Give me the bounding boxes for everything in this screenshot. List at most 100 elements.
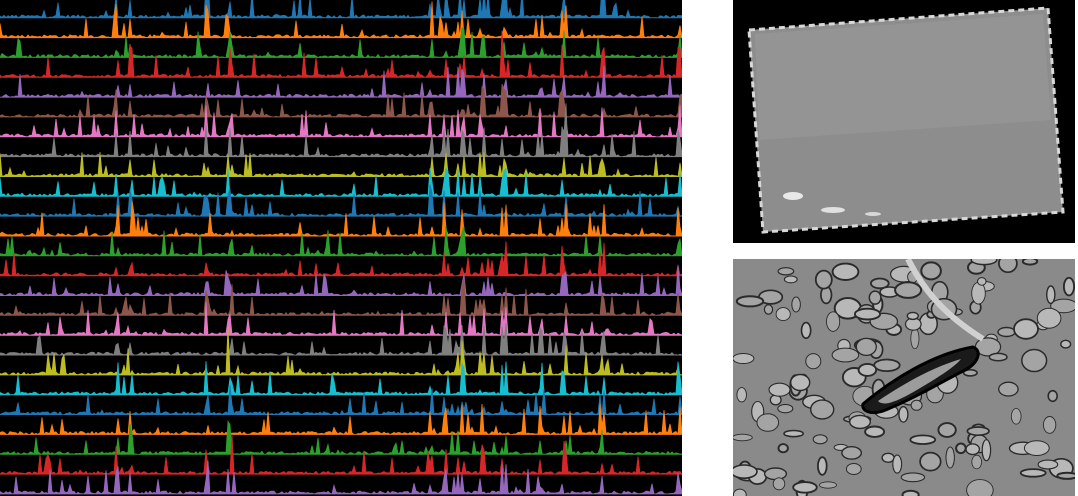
tissue-block-highlight <box>755 14 1051 140</box>
calcium-trace-row <box>0 152 682 178</box>
em-cell-profile <box>937 422 957 438</box>
em-cell-profile <box>981 439 992 462</box>
em-cell-profile <box>970 259 998 266</box>
calcium-trace-row <box>0 385 682 416</box>
calcium-trace-row <box>0 103 682 158</box>
em-cell-profile <box>1010 408 1022 425</box>
em-cell-profile <box>772 477 786 491</box>
em-cell-profile <box>1013 318 1039 340</box>
em-cell-profile <box>1019 468 1047 478</box>
em-cell-profile <box>805 353 822 370</box>
em-cell-profile <box>733 433 753 442</box>
calcium-trace-panel <box>0 0 682 496</box>
em-cell-profile <box>768 382 791 397</box>
em-cell-profile <box>826 311 841 332</box>
em-cell-profile <box>756 413 780 432</box>
calcium-trace-row <box>0 241 682 277</box>
em-cell-profile <box>800 321 812 340</box>
calcium-trace-row <box>0 301 682 337</box>
tissue-artifact <box>783 192 803 200</box>
em-cell-profile <box>1037 459 1059 470</box>
em-cell-profile <box>812 434 828 445</box>
calcium-trace-row <box>0 65 682 99</box>
em-cell-profile <box>977 277 987 286</box>
em-cell-profile <box>919 451 942 472</box>
tissue-block-image <box>733 0 1075 243</box>
em-cell-profile <box>1050 298 1075 314</box>
calcium-trace-row <box>0 434 682 475</box>
calcium-trace-row <box>0 460 682 495</box>
em-cell-profile <box>777 403 794 414</box>
em-cell-profile <box>898 406 909 423</box>
em-cell-profile <box>736 387 747 403</box>
em-cell-profile <box>988 352 1008 362</box>
tissue-edge <box>747 6 1065 234</box>
em-cell-profile <box>965 443 981 456</box>
em-cell-profile <box>998 381 1019 397</box>
em-cell-profile <box>1021 348 1048 373</box>
calcium-trace-row <box>0 30 682 79</box>
electron-micrograph-image <box>733 259 1075 496</box>
calcium-trace-row <box>0 0 682 19</box>
em-cell-profile <box>998 259 1018 274</box>
em-cell-profile <box>910 327 920 350</box>
em-cell-profile <box>845 463 862 475</box>
em-cell-profile <box>763 467 788 481</box>
em-cell-profile <box>814 269 833 290</box>
em-cell-profile <box>906 311 920 321</box>
em-cell-profile <box>817 456 828 476</box>
em-cell-profile <box>955 442 967 455</box>
em-cell-profile <box>1036 307 1062 329</box>
calcium-trace-row <box>0 322 682 357</box>
tissue-artifact <box>865 212 881 216</box>
calcium-trace-row <box>0 83 682 119</box>
em-cell-profile <box>873 358 901 373</box>
calcium-trace-row <box>0 361 682 396</box>
electron-micrograph-svg <box>733 259 1075 496</box>
em-cell-profile <box>777 443 789 454</box>
em-cell-profile <box>831 347 860 363</box>
tissue-artifact <box>821 207 845 213</box>
em-cell-profile <box>848 414 871 430</box>
em-cell-profile <box>910 399 923 411</box>
em-cell-profile <box>920 261 942 281</box>
em-cell-profile <box>763 304 774 315</box>
em-cell-profile <box>853 307 882 321</box>
em-cell-profile <box>777 267 795 276</box>
em-cell-profile <box>1021 259 1039 266</box>
em-cell-profile <box>945 446 955 469</box>
calcium-trace-row <box>0 225 682 258</box>
calcium-trace-row <box>0 403 682 436</box>
em-cell-profile <box>819 481 837 489</box>
em-cell-profile <box>783 429 805 438</box>
em-cell-profile <box>1047 389 1059 403</box>
em-cell-profile <box>775 307 791 322</box>
em-cell-profile <box>966 426 990 437</box>
em-cell-profile <box>997 326 1016 338</box>
em-cell-profile <box>894 281 923 299</box>
calcium-trace-row <box>0 167 682 198</box>
em-cell-profile <box>792 481 818 494</box>
em-cell-profile <box>783 275 798 284</box>
calcium-trace-row <box>0 104 682 138</box>
em-cell-profile <box>735 295 765 308</box>
em-cell-profile <box>971 281 986 305</box>
em-cell-profile <box>831 262 860 281</box>
em-cell-profile <box>900 472 926 483</box>
em-cell-profile <box>962 368 978 377</box>
em-cell-profile <box>791 296 801 313</box>
em-cell-profile <box>901 489 920 496</box>
blood-vessel-lumen <box>878 359 961 404</box>
em-cell-profile <box>857 362 878 377</box>
em-cell-profile <box>881 452 895 464</box>
em-cell-profile <box>864 425 886 438</box>
calcium-trace-row <box>0 1 682 39</box>
em-cell-profile <box>1045 285 1056 305</box>
em-cell-profile <box>1042 416 1057 434</box>
em-cell-profile <box>733 464 758 479</box>
em-cell-profile <box>892 454 903 474</box>
calcium-trace-row <box>0 278 682 317</box>
em-cell-profile <box>966 479 994 496</box>
em-cell-profile <box>870 277 890 290</box>
em-cell-profile <box>909 434 937 445</box>
